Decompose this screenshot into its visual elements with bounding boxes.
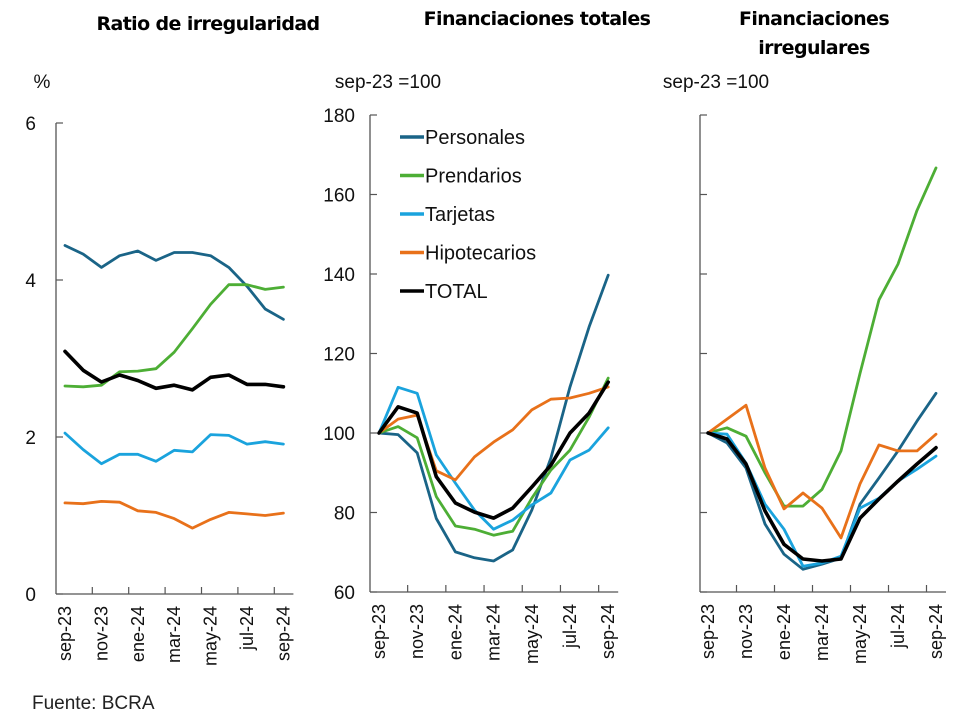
- y-tick-label: 4: [25, 271, 36, 292]
- series-line-tarjetas: [63, 431, 285, 466]
- legend-label: Personales: [425, 127, 525, 149]
- x-tick-label: sep-24: [926, 604, 946, 659]
- x-tick-label: mar-24: [164, 606, 184, 663]
- x-tick-label: sep-23: [369, 604, 389, 659]
- legend-label: Prendarios: [425, 166, 522, 188]
- y-tick-label: 140: [323, 265, 355, 286]
- x-tick-label: nov-23: [736, 604, 756, 659]
- series-line-hipotecarios: [63, 499, 285, 530]
- x-tick-label: nov-23: [91, 606, 111, 661]
- x-tick-label: jul-24: [237, 606, 257, 651]
- source-note: Fuente: BCRA: [32, 693, 155, 714]
- series-line-total: [706, 431, 938, 563]
- x-tick-label: ene-24: [774, 604, 794, 660]
- x-tick-label: sep-23: [55, 606, 75, 661]
- y-tick-label: 2: [25, 428, 36, 449]
- chart-title: Financiaciones totales: [424, 8, 651, 30]
- series-line-personales: [377, 273, 610, 563]
- chart-title: Ratio de irregularidad: [96, 13, 319, 35]
- legend-label: TOTAL: [425, 281, 488, 303]
- y-tick-label: 100: [323, 424, 355, 445]
- legend: Personales Prendarios Tarjetas Hipotecarios…: [400, 127, 536, 303]
- y-axis-unit-label: sep-23 =100: [335, 72, 441, 93]
- series-line-tarjetas: [706, 431, 938, 568]
- x-tick-label: ene-24: [445, 604, 465, 660]
- chart-panel-ratio-de-irregularidad: Ratio de irregularidad% 0 2 4 6 sep-23 nov-23 e…: [25, 13, 320, 666]
- y-tick-label: 160: [323, 186, 355, 207]
- x-tick-label: jul-24: [888, 604, 908, 649]
- chart-title: irregulares: [758, 37, 870, 59]
- legend-item-tarjetas: Tarjetas: [400, 204, 495, 226]
- x-tick-label: jul-24: [560, 604, 580, 649]
- x-tick-label: sep-24: [273, 606, 293, 661]
- x-tick-label: may-24: [201, 606, 221, 666]
- x-tick-label: may-24: [850, 604, 870, 664]
- y-tick-label: 80: [334, 504, 355, 525]
- y-tick-label: 60: [334, 583, 355, 604]
- y-tick-label: 6: [25, 114, 36, 135]
- y-tick-label: 180: [323, 106, 355, 127]
- legend-item-personales: Personales: [400, 127, 525, 149]
- series-line-prendarios: [377, 376, 610, 537]
- series-line-total: [63, 349, 286, 392]
- chart-title: Financiaciones: [739, 8, 889, 30]
- legend-label: Hipotecarios: [425, 243, 536, 265]
- series-line-total: [377, 380, 611, 520]
- y-tick-label: 120: [323, 345, 355, 366]
- chart-panel-financiaciones-irregulares: Financiaciones irregulares sep-23 =100 sep-…: [663, 8, 946, 664]
- series-line-tarjetas: [377, 385, 610, 531]
- x-tick-label: sep-23: [698, 604, 718, 659]
- series-line-hipotecarios: [377, 385, 610, 482]
- series-line-personales: [63, 244, 285, 321]
- x-tick-label: nov-23: [407, 604, 427, 659]
- x-tick-label: mar-24: [484, 604, 504, 661]
- y-axis-unit-label: %: [34, 72, 51, 93]
- series-line-hipotecarios: [706, 403, 938, 540]
- x-tick-label: sep-24: [598, 604, 618, 659]
- legend-item-prendarios: Prendarios: [400, 166, 522, 188]
- y-axis-unit-label: sep-23 =100: [663, 72, 769, 93]
- legend-label: Tarjetas: [425, 204, 495, 226]
- x-tick-label: mar-24: [812, 604, 832, 661]
- chart-panel-financiaciones-totales: Financiaciones totales sep-23 =100 60 80 100…: [323, 8, 651, 664]
- legend-item-hipotecarios: Hipotecarios: [400, 243, 536, 265]
- legend-item-total: TOTAL: [400, 281, 488, 303]
- y-tick-label: 0: [25, 585, 36, 606]
- series-line-personales: [706, 391, 938, 571]
- x-tick-label: ene-24: [128, 606, 148, 662]
- series-line-prendarios: [63, 283, 285, 389]
- x-tick-label: may-24: [522, 604, 542, 664]
- series-line-prendarios: [706, 166, 938, 508]
